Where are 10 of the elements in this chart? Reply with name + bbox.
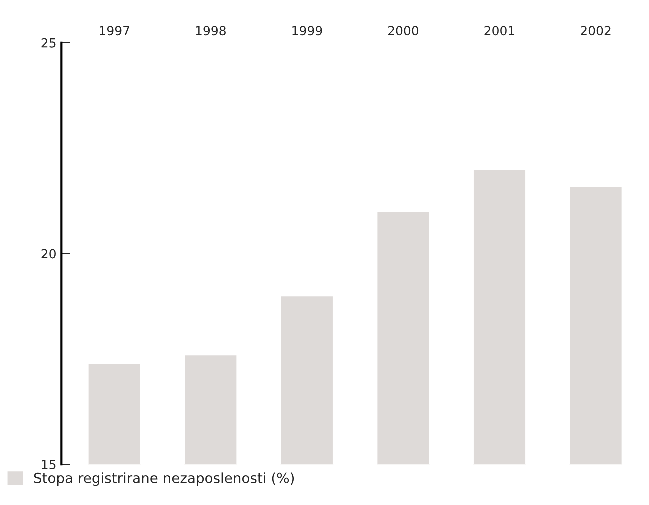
x-tick-label: 1997 (100, 26, 130, 36)
y-tick-label: 25 (42, 38, 56, 48)
y-tick-label: 15 (42, 460, 56, 470)
x-tick-label: 2000 (388, 26, 419, 36)
x-tick-label: 2001 (484, 26, 515, 36)
x-tick-label: 1999 (292, 26, 322, 36)
x-tick-label: 1998 (196, 26, 226, 36)
y-tick-label: 20 (42, 249, 56, 259)
legend-label: Stopa registrirane nezaposlenosti (%) (34, 472, 294, 486)
x-tick-label: 2002 (581, 26, 611, 36)
